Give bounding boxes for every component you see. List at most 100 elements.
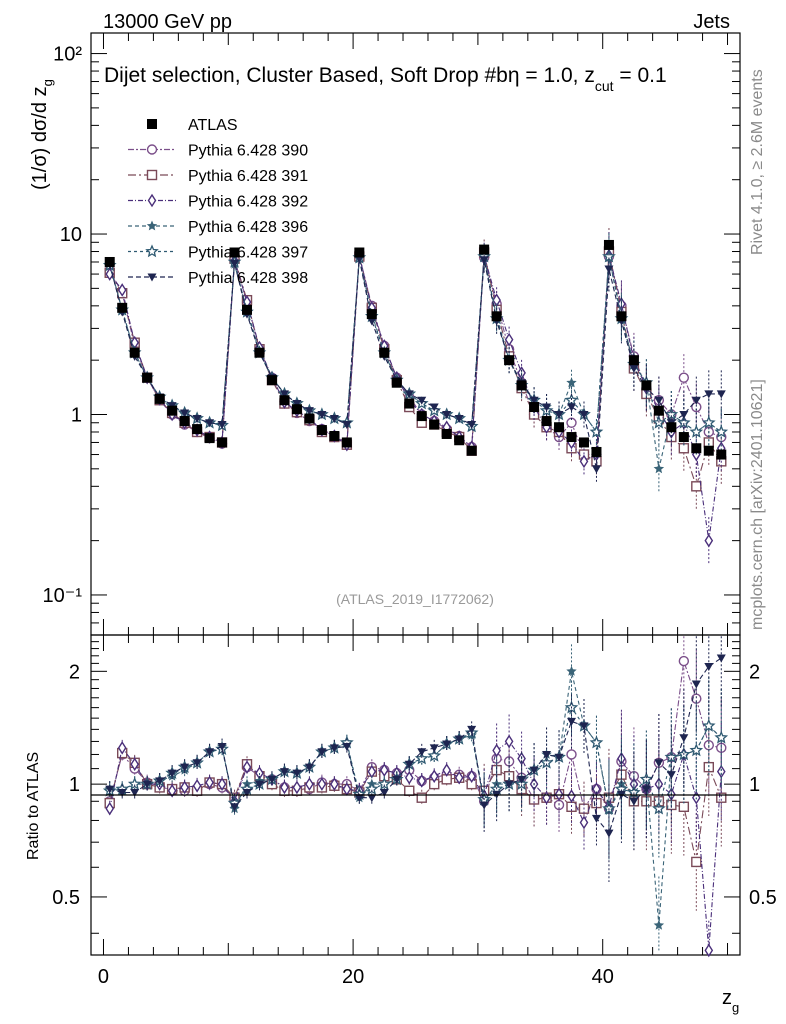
data-point: [416, 792, 427, 803]
data-point: [254, 347, 265, 358]
data-point: [192, 778, 202, 793]
data-point: [529, 766, 539, 775]
legend-marker: [146, 144, 158, 155]
data-point: [441, 428, 452, 439]
data-point: [567, 717, 577, 726]
data-point: [254, 780, 264, 789]
data-point: [414, 751, 429, 765]
data-point: [666, 771, 676, 780]
ratio-y-axis-ticks: 0.5 0.5 1 1 2 2: [52, 641, 777, 934]
data-point: [702, 718, 716, 732]
data-point: [205, 748, 215, 757]
ratio-line: [109, 657, 722, 835]
chart-title-main: Dijet selection, Cluster Based, Soft Dro…: [104, 64, 595, 87]
data-point: [305, 777, 314, 791]
x-tick-label: 40: [592, 966, 614, 988]
data-point: [567, 789, 576, 803]
data-point: [317, 748, 327, 757]
ratio-tick-label: 1: [69, 774, 80, 796]
data-point: [641, 785, 651, 794]
data-point: [180, 780, 189, 795]
data-point: [317, 410, 327, 419]
ratio-tick-label-right: 0.5: [749, 887, 777, 909]
data-point: [204, 433, 215, 444]
data-point: [167, 769, 177, 778]
data-point: [517, 775, 527, 784]
data-point: [230, 803, 240, 812]
data-point: [417, 748, 427, 757]
data-point: [454, 415, 464, 424]
data-point: [679, 410, 689, 419]
data-point: [229, 247, 240, 258]
data-point: [566, 665, 577, 676]
data-point: [653, 463, 665, 474]
rivet-version-label: Rivet 4.1.0, ≥ 2.6M events: [749, 69, 766, 255]
data-point: [589, 424, 604, 438]
data-point: [554, 753, 564, 762]
legend-marker: [146, 220, 158, 231]
data-point: [566, 749, 577, 760]
data-point: [279, 390, 289, 399]
legend-label: Pythia 6.428 391: [188, 168, 308, 185]
data-point: [342, 421, 352, 430]
data-point: [678, 432, 689, 443]
data-point: [566, 377, 577, 388]
data-point: [467, 769, 476, 783]
data-point: [589, 735, 604, 749]
data-point: [304, 407, 314, 416]
data-point: [504, 734, 514, 749]
data-point: [442, 410, 452, 419]
data-point: [479, 256, 489, 265]
ratio-series-3: [105, 705, 726, 958]
data-point: [653, 919, 665, 930]
data-point: [404, 770, 414, 785]
data-point: [129, 347, 140, 358]
data-point: [417, 396, 427, 405]
data-point: [130, 788, 140, 797]
data-point: [329, 431, 340, 442]
data-point: [716, 390, 726, 399]
ratio-line: [109, 740, 722, 951]
data-point: [691, 443, 702, 454]
data-point: [329, 415, 339, 424]
analysis-id-label: (ATLAS_2019_I1772062): [336, 591, 494, 607]
data-point: [316, 425, 327, 436]
data-point: [678, 655, 690, 667]
data-point: [616, 311, 627, 322]
chart-title-sub: cut: [595, 78, 614, 94]
data-point: [317, 777, 327, 791]
data-point: [242, 760, 252, 774]
y-tick-label: 1: [71, 404, 82, 426]
data-point: [304, 413, 315, 424]
data-point: [404, 785, 415, 796]
data-point: [292, 769, 302, 778]
legend-marker: [147, 273, 157, 282]
data-point: [654, 759, 664, 768]
legend-marker: [147, 119, 157, 129]
data-point: [330, 777, 339, 791]
data-point: [542, 403, 552, 412]
ratio-tick-label-right: 1: [749, 774, 760, 796]
data-point: [691, 856, 702, 868]
data-point: [716, 449, 727, 460]
legend-label: ATLAS: [188, 117, 238, 134]
mcplots-label: mcplots.cern.ch [arXiv:2401.10621]: [749, 379, 766, 630]
data-point: [579, 722, 589, 731]
legend-label: Pythia 6.428 397: [188, 245, 308, 262]
data-point: [404, 398, 415, 409]
data-point: [467, 725, 477, 734]
data-point: [578, 437, 589, 448]
data-point: [117, 788, 127, 797]
data-point: [491, 311, 502, 322]
ratio-tick-label-right: 2: [749, 661, 760, 683]
data-point: [591, 446, 602, 457]
data-point: [292, 400, 302, 409]
data-point: [427, 748, 442, 762]
data-point: [217, 743, 227, 752]
data-point: [267, 775, 277, 784]
data-point: [429, 744, 439, 753]
data-point: [242, 304, 253, 315]
legend-item: Pythia 6.428 397: [128, 244, 308, 262]
data-point: [529, 396, 539, 405]
